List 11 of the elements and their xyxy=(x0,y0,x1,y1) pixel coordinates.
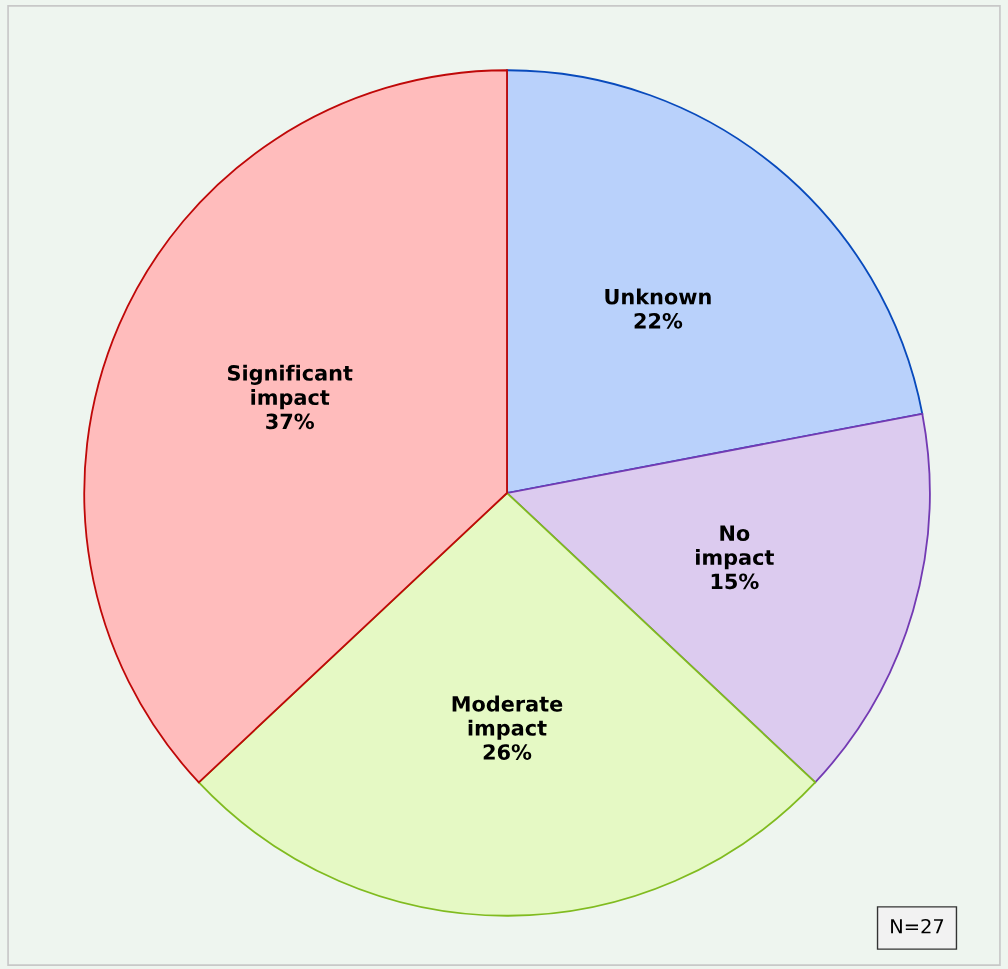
slice-label: Moderate impact xyxy=(452,695,563,740)
slice-label: No impact xyxy=(696,525,774,570)
data-label: 37% xyxy=(266,413,314,430)
text: N=27 xyxy=(891,918,944,934)
pie-slice xyxy=(506,69,924,494)
slice-label: Significant impact xyxy=(228,364,353,410)
data-label: 26% xyxy=(483,744,532,760)
slice-label: Unknown xyxy=(605,288,711,305)
data-label: 15% xyxy=(711,573,759,590)
pie-slice xyxy=(197,492,817,917)
data-label: 22% xyxy=(634,312,683,329)
